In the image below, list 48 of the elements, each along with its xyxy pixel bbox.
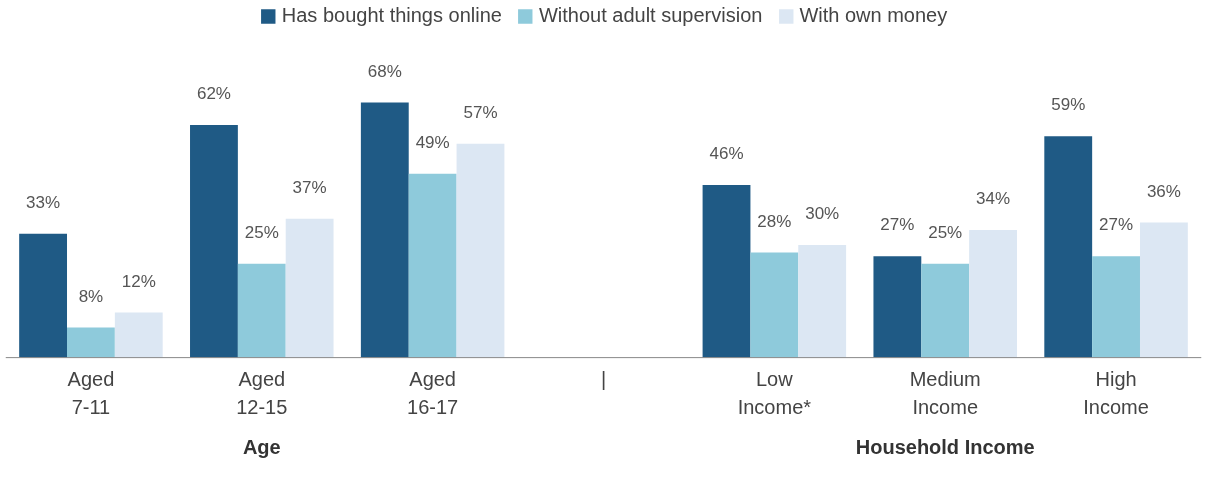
bar (408, 173, 457, 358)
data-label: 25% (928, 222, 963, 242)
bar (114, 312, 163, 358)
bar (19, 233, 68, 358)
x-tick-label: Aged 12-15 (236, 367, 288, 419)
bar (190, 125, 238, 358)
data-label: 30% (805, 204, 840, 224)
bar (1044, 136, 1093, 358)
x-tick-label: | (600, 367, 607, 390)
bar (67, 327, 115, 358)
bar (456, 143, 505, 358)
data-label: 28% (757, 211, 792, 231)
bar (873, 256, 922, 358)
legend-label: Without adult supervision (538, 4, 763, 27)
bar (360, 102, 409, 358)
bar (798, 245, 847, 358)
bar (285, 218, 334, 358)
data-label: 36% (1146, 181, 1181, 201)
bar (237, 263, 286, 358)
bar (750, 252, 799, 358)
text: Age (242, 435, 281, 458)
legend-label: With own money (799, 4, 948, 27)
x-tick-label: Low Income* (737, 367, 812, 419)
data-label: 34% (976, 189, 1011, 209)
x-tick-label: Medium Income (909, 367, 981, 419)
legend-label: Has bought things online (281, 4, 502, 27)
x-tick-label: Aged 7-11 (67, 367, 115, 419)
data-label: 59% (1051, 95, 1086, 115)
bar (969, 230, 1017, 358)
data-label: 33% (26, 192, 61, 212)
data-label: 27% (1099, 215, 1134, 235)
data-label: 25% (244, 222, 279, 242)
x-tick-label: Aged 16-17 (407, 367, 459, 419)
data-label: 27% (880, 215, 915, 235)
x-tick-label: High Income (1083, 367, 1149, 419)
bar (702, 185, 751, 358)
data-label: 46% (709, 144, 744, 164)
data-label: 57% (463, 102, 498, 122)
bar (921, 263, 970, 358)
bar (1139, 222, 1188, 358)
data-label: 37% (292, 177, 327, 197)
data-label: 49% (415, 132, 450, 152)
data-label: 68% (367, 61, 402, 81)
text: Household Income (855, 435, 1035, 458)
bar (1092, 256, 1140, 358)
data-label: 8% (78, 286, 104, 306)
data-label: 12% (121, 271, 156, 291)
data-label: 62% (196, 84, 231, 104)
